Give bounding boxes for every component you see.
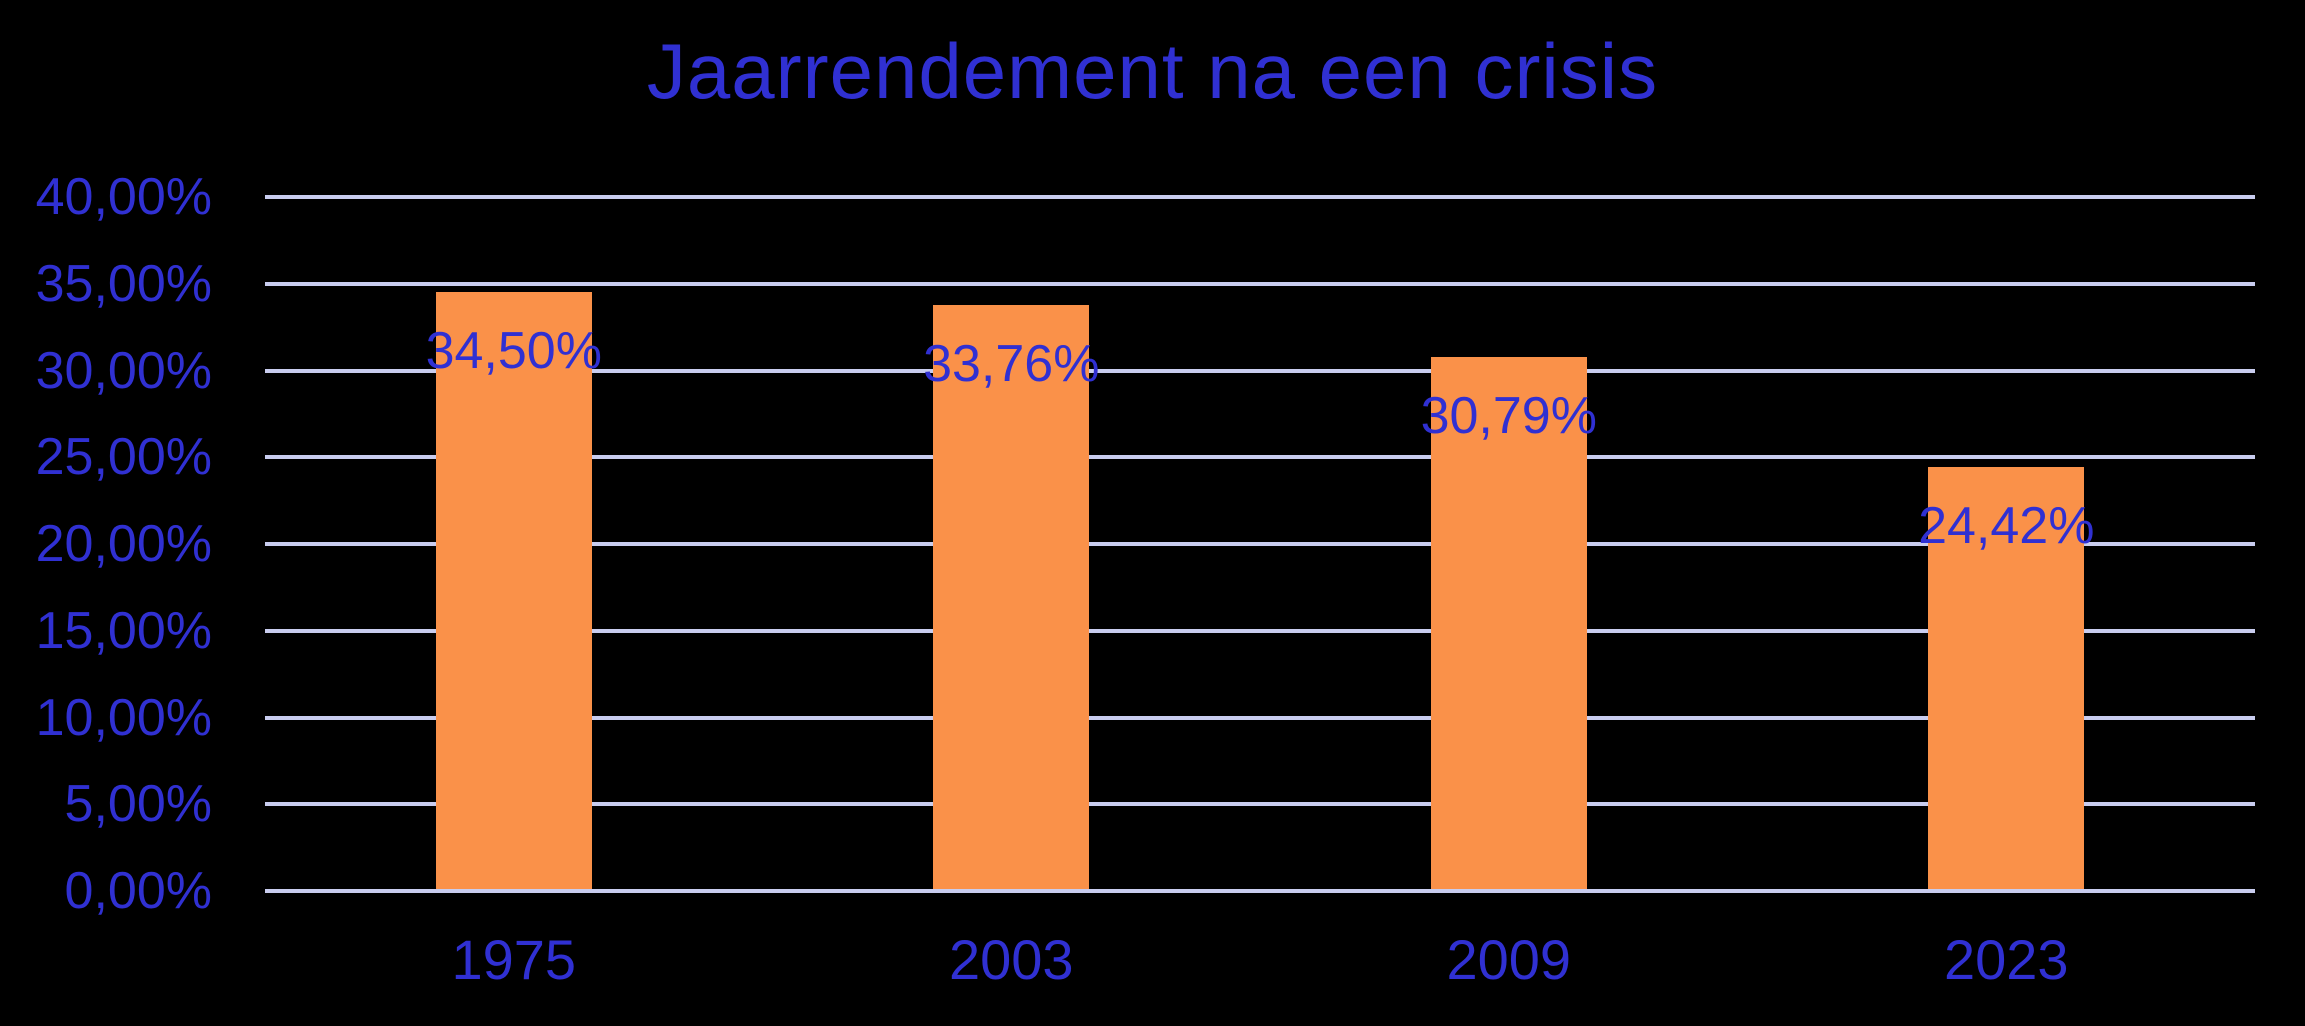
y-axis-tick-label: 15,00% — [35, 601, 212, 660]
chart-title: Jaarrendement na een crisis — [646, 27, 1659, 115]
gridline — [265, 281, 2255, 286]
bar-value-label: 34,50% — [425, 322, 602, 381]
y-axis-tick-label: 5,00% — [64, 775, 212, 834]
gridline — [265, 628, 2255, 633]
bar-2003 — [933, 305, 1090, 891]
gridline — [265, 195, 2255, 199]
y-axis-tick-label: 40,00% — [35, 168, 212, 226]
x-axis-line — [265, 889, 2255, 893]
x-axis-tick-label: 2003 — [948, 928, 1074, 991]
y-axis-tick-label: 25,00% — [35, 428, 212, 487]
y-axis-tick-label: 0,00% — [64, 862, 212, 920]
gridline — [265, 368, 2255, 373]
gridline — [265, 455, 2255, 460]
bar-value-label: 24,42% — [1918, 497, 2095, 556]
bar-value-label: 33,76% — [923, 335, 1100, 394]
gridline — [265, 542, 2255, 546]
y-axis-tick-label: 10,00% — [35, 688, 212, 747]
gridline — [265, 715, 2255, 720]
bar-2009 — [1430, 356, 1587, 891]
bar-1975 — [435, 292, 592, 891]
y-axis-tick-label: 20,00% — [35, 515, 212, 573]
x-axis-tick-label: 2023 — [1943, 928, 2069, 991]
bar-2023 — [1928, 467, 2085, 891]
y-axis-tick-label: 30,00% — [35, 341, 212, 400]
x-axis-tick-label: 2009 — [1446, 928, 1572, 991]
bar-value-label: 30,79% — [1420, 386, 1597, 445]
x-axis-tick-label: 1975 — [451, 928, 577, 991]
y-axis-tick-label: 35,00% — [35, 254, 212, 313]
gridline — [265, 802, 2255, 807]
